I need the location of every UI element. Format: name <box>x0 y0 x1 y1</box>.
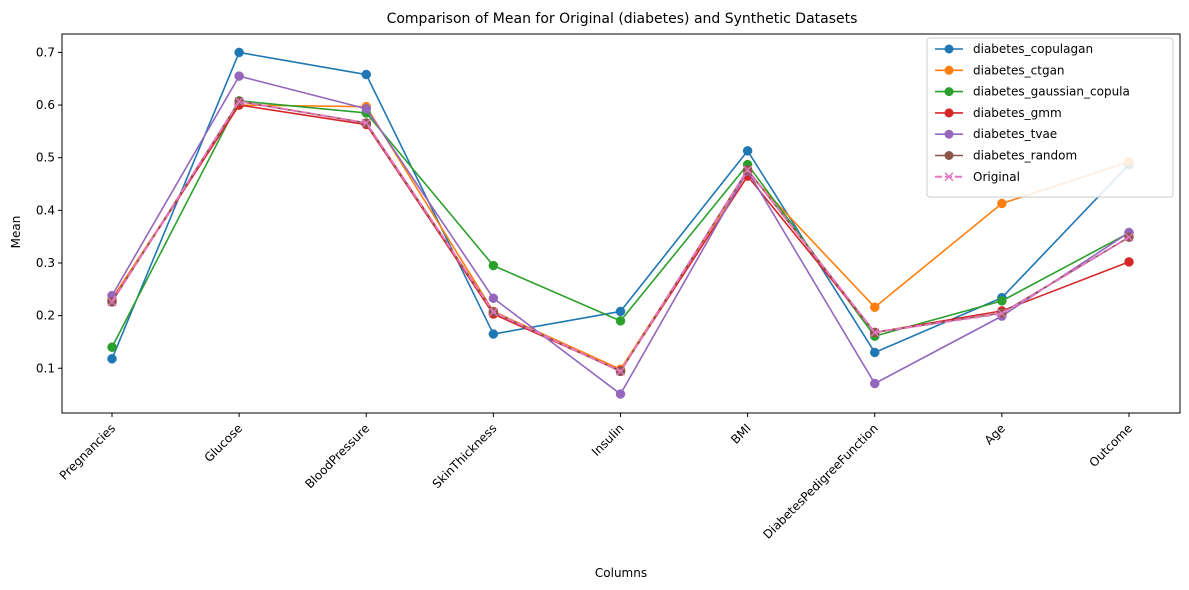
data-point <box>616 366 625 376</box>
chart-title: Comparison of Mean for Original (diabete… <box>387 11 858 27</box>
legend-item: Original <box>935 170 1020 184</box>
x-tick-label: Outcome <box>1086 421 1135 470</box>
y-axis-label: Mean <box>9 216 23 249</box>
y-tick-label: 0.6 <box>36 98 55 112</box>
legend-marker <box>944 129 954 139</box>
legend-item: diabetes_random <box>935 149 1077 163</box>
data-point <box>870 302 880 312</box>
x-tick-label: Glucose <box>202 421 246 465</box>
legend-item: diabetes_gaussian_copula <box>935 85 1130 99</box>
legend-marker <box>944 44 954 54</box>
data-point <box>107 297 117 307</box>
data-point <box>870 378 880 389</box>
series-Original <box>107 96 1134 376</box>
data-point <box>361 69 371 80</box>
x-tick-label: BMI <box>728 421 754 447</box>
legend-marker <box>944 108 954 118</box>
legend-item: diabetes_ctgan <box>935 63 1065 77</box>
legend-item: diabetes_gmm <box>935 106 1062 120</box>
data-point <box>997 198 1007 209</box>
legend-marker <box>944 65 954 75</box>
x-tick-label: DiabetesPedigreeFunction <box>760 421 881 542</box>
data-point <box>870 347 880 358</box>
legend-label: diabetes_gaussian_copula <box>973 85 1130 99</box>
legend-item: diabetes_copulagan <box>935 42 1093 56</box>
data-point <box>107 354 117 364</box>
data-point <box>488 307 498 317</box>
legend-box <box>926 37 1174 198</box>
data-point <box>234 96 244 106</box>
legend-marker <box>944 172 954 182</box>
series-diabetes_copulagan <box>107 47 1134 364</box>
legend-label: diabetes_random <box>973 149 1077 163</box>
data-point <box>361 103 371 114</box>
y-tick-label: 0.2 <box>36 309 55 323</box>
data-point <box>234 47 244 58</box>
legend-item: diabetes_tvae <box>935 127 1057 141</box>
x-tick-label: Insulin <box>589 421 627 459</box>
x-axis-label: Columns <box>595 566 647 580</box>
data-point <box>997 296 1007 306</box>
data-point <box>615 389 626 399</box>
y-tick-label: 0.5 <box>36 151 55 165</box>
data-point <box>615 306 626 317</box>
data-point <box>488 260 499 271</box>
data-point <box>488 293 499 303</box>
y-tick-label: 0.3 <box>36 256 55 270</box>
data-point <box>488 329 499 339</box>
data-point <box>742 146 753 156</box>
legend-label: diabetes_ctgan <box>973 63 1065 77</box>
legend-label: diabetes_copulagan <box>973 42 1093 56</box>
data-point <box>870 327 880 337</box>
data-point <box>615 316 626 326</box>
data-point <box>107 342 117 352</box>
y-tick-label: 0.4 <box>36 203 55 217</box>
data-point <box>1124 232 1134 242</box>
y-tick-label: 0.1 <box>36 361 55 375</box>
legend: diabetes_copulagan diabetes_ctgan diabetes… <box>926 37 1174 198</box>
data-point <box>1124 257 1134 267</box>
legend-marker <box>944 87 954 97</box>
plot-area <box>107 47 1134 399</box>
x-tick-label: SkinThickness <box>430 421 500 491</box>
legend-marker <box>944 151 954 160</box>
x-tick-label: Age <box>982 421 1008 447</box>
y-tick-label: 0.7 <box>36 45 55 59</box>
data-point <box>997 309 1007 319</box>
legend-label: diabetes_gmm <box>973 106 1062 120</box>
x-tick-label: BloodPressure <box>302 421 372 491</box>
data-point <box>361 118 371 128</box>
legend-label: diabetes_tvae <box>973 127 1057 141</box>
data-point <box>743 165 753 175</box>
data-point <box>234 71 244 81</box>
legend-label: Original <box>973 170 1020 184</box>
x-tick-label: Pregnancies <box>57 421 118 482</box>
